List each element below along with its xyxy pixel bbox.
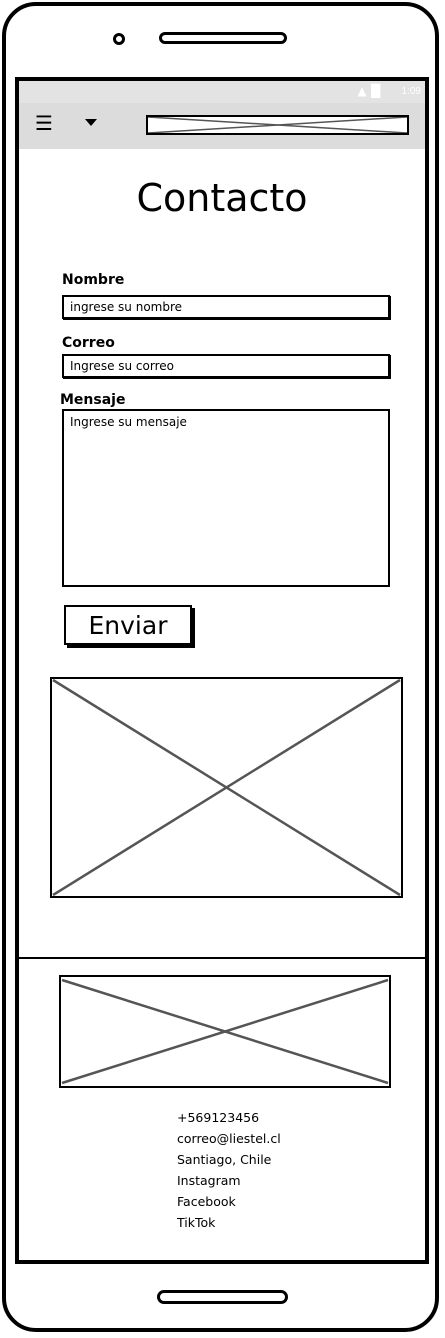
message-label: Mensaje (60, 392, 126, 408)
footer-phone: +569123456 (177, 1110, 260, 1125)
home-button[interactable] (157, 1290, 288, 1304)
email-label: Correo (62, 335, 115, 351)
status-time: 1:09 (401, 86, 421, 97)
footer-email[interactable]: correo@liestel.cl (177, 1131, 281, 1146)
message-textarea[interactable]: Ingrese su mensaje (62, 409, 390, 587)
name-label: Nombre (62, 272, 125, 288)
speaker-grille (159, 32, 287, 44)
footer-contact-list: +569123456 correo@liestel.cl Santiago, C… (177, 1107, 281, 1233)
footer-instagram-link[interactable]: Instagram (177, 1173, 241, 1188)
hamburger-icon[interactable]: ☰ (35, 111, 53, 135)
caret-down-icon[interactable] (85, 119, 97, 126)
name-input[interactable]: ingrese su nombre (62, 295, 390, 319)
camera-icon (113, 33, 125, 45)
status-bar: ▲▐▌ 1:09 (19, 81, 425, 103)
footer-divider (19, 957, 425, 959)
app-bar: ☰ (19, 103, 425, 149)
logo-placeholder (146, 115, 409, 135)
image-placeholder (50, 677, 403, 898)
phone-frame (2, 2, 439, 1332)
submit-button[interactable]: Enviar (64, 605, 192, 645)
footer-location: Santiago, Chile (177, 1152, 272, 1167)
footer-image-placeholder (59, 975, 391, 1088)
footer-tiktok-link[interactable]: TikTok (177, 1215, 216, 1230)
page-title: Contacto (136, 176, 308, 220)
footer-facebook-link[interactable]: Facebook (177, 1194, 236, 1209)
email-input[interactable]: Ingrese su correo (62, 354, 390, 378)
wifi-signal-battery-icon: ▲▐▌ (357, 84, 385, 98)
